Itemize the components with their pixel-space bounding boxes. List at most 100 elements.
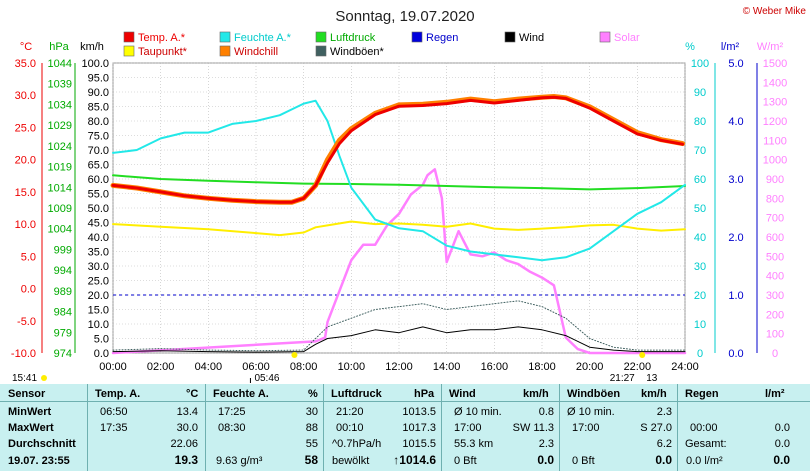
row-label-max: MaxWert [8,422,54,434]
tick-time: 14:00 [433,361,461,373]
regen-max-time: 00:00 [690,422,718,434]
feuchte-dew-value: 9.63 g/m³ [216,455,263,467]
header-feuchte-unit: % [308,388,318,400]
tick-percent: 10 [694,319,706,331]
tick-kmh: 50.0 [88,203,109,215]
tick-kmh: 90.0 [88,87,109,99]
tick-celsius: 35.0 [15,58,36,70]
tick-solar: 200 [766,309,784,321]
unit-hpa: hPa [49,41,69,53]
sunset-sun-icon [639,352,646,358]
tick-solar: 1500 [763,58,787,70]
wind-current: 0.0 [537,453,554,467]
tick-kmh: 0.0 [94,348,109,360]
tick-kmh: 80.0 [88,116,109,128]
tick-percent: 90 [694,87,706,99]
windboeen-max-time: 17:00 [572,422,600,434]
legend-swatch [123,31,135,43]
legend-label: Temp. A.* [138,32,186,44]
tick-celsius: 5.0 [21,251,36,263]
tick-celsius: -5.0 [17,316,36,328]
windboeen-bft: 0 Bft [572,455,595,467]
chart-title: Sonntag, 19.07.2020 [335,8,474,25]
legend-swatch [219,31,231,43]
legend-label: Wind [519,32,544,44]
tick-percent: 100 [691,58,709,70]
tick-kmh: 45.0 [88,218,109,230]
regen-rate: 0.0 l/m² [686,455,723,467]
tick-kmh: 85.0 [88,102,109,114]
windboeen-min-value: 2.3 [656,406,672,418]
tick-hpa: 1034 [48,99,72,111]
tick-time: 16:00 [481,361,509,373]
wind-bft: 0 Bft [454,455,477,467]
tick-kmh: 10.0 [88,319,109,331]
tick-time: 06:00 [242,361,270,373]
legend-label: Solar [614,32,640,44]
tick-hpa: 1009 [48,203,72,215]
tick-rain: 4.0 [728,116,743,128]
weather-chart: Sonntag, 19.07.2020 © Weber Mike Temp. A… [11,6,807,384]
tick-kmh: 55.0 [88,189,109,201]
tick-hpa: 1029 [48,120,72,132]
tick-hpa: 1024 [48,141,72,153]
moonrise-time: 15:41 [12,373,37,384]
legend-swatch [411,31,423,43]
column-divider [87,384,88,471]
tick-hpa: 1019 [48,162,72,174]
tick-hpa: 1044 [48,58,72,70]
tick-solar: 400 [766,271,784,283]
tick-celsius: 25.0 [15,122,36,134]
moon-icon [41,375,47,381]
windboeen-min-label: Ø 10 min. [567,406,615,418]
tick-percent: 80 [694,116,706,128]
row-label-current: 19.07. 23:55 [8,455,70,467]
tick-rain: 0.0 [728,348,743,360]
sunrise-time: 05:46 [254,373,279,384]
wind-distance: 55.3 km [454,438,494,450]
unit-percent: % [685,41,695,53]
tick-celsius: 20.0 [15,155,36,167]
tick-time: 24:00 [671,361,699,373]
tick-time: 22:00 [624,361,652,373]
unit-solar: W/m² [757,41,784,53]
tick-percent: 0 [697,348,703,360]
tick-time: 20:00 [576,361,604,373]
column-divider [323,384,324,471]
luftdruck-min-value: 1013.5 [402,406,436,418]
header-luftdruck-unit: hPa [414,388,435,400]
tick-kmh: 95.0 [88,73,109,85]
header-regen-unit: l/m² [765,388,785,400]
tick-time: 00:00 [99,361,127,373]
tick-kmh: 70.0 [88,145,109,157]
header-windboeen: Windböen [567,388,621,400]
header-wind: Wind [449,388,476,400]
feuchte-min-value: 30 [305,406,318,418]
tick-kmh: 35.0 [88,247,109,259]
luftdruck-current: ↑1014.6 [393,453,436,467]
legend-swatch [219,45,231,57]
tick-hpa: 999 [54,244,72,256]
column-divider [441,384,442,471]
regen-current: 0.0 [773,453,790,467]
sunrise-sun-icon [291,352,298,358]
tick-time: 10:00 [338,361,366,373]
luftdruck-trend: ^0.7hPa/h [332,438,382,450]
column-divider [677,384,678,471]
table-divider [0,401,810,402]
luftdruck-min-time: 21:20 [336,406,364,418]
header-luftdruck: Luftdruck [331,388,382,400]
tick-time: 12:00 [385,361,413,373]
temp-min-time: 06:50 [100,406,128,418]
moonset-time: 13 [646,373,658,384]
tick-hpa: 994 [54,265,72,277]
plot-grid [112,62,686,354]
legend-swatch [504,31,516,43]
row-label-min: MinWert [8,406,52,418]
tick-celsius: 10.0 [15,219,36,231]
tick-time: 08:00 [290,361,318,373]
tick-celsius: 30.0 [15,90,36,102]
header-windboeen-unit: km/h [641,388,667,400]
windboeen-max-value: S 27.0 [640,422,672,434]
windboeen-avg: 6.2 [656,438,672,450]
